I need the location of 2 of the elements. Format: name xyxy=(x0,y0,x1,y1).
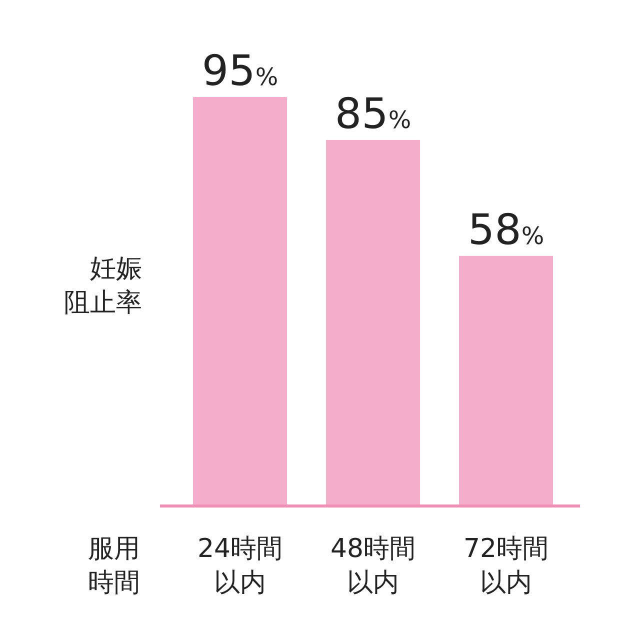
ylabel: 妊娠阻止率 xyxy=(64,254,142,318)
xlabel: 服用時間 xyxy=(88,534,140,598)
